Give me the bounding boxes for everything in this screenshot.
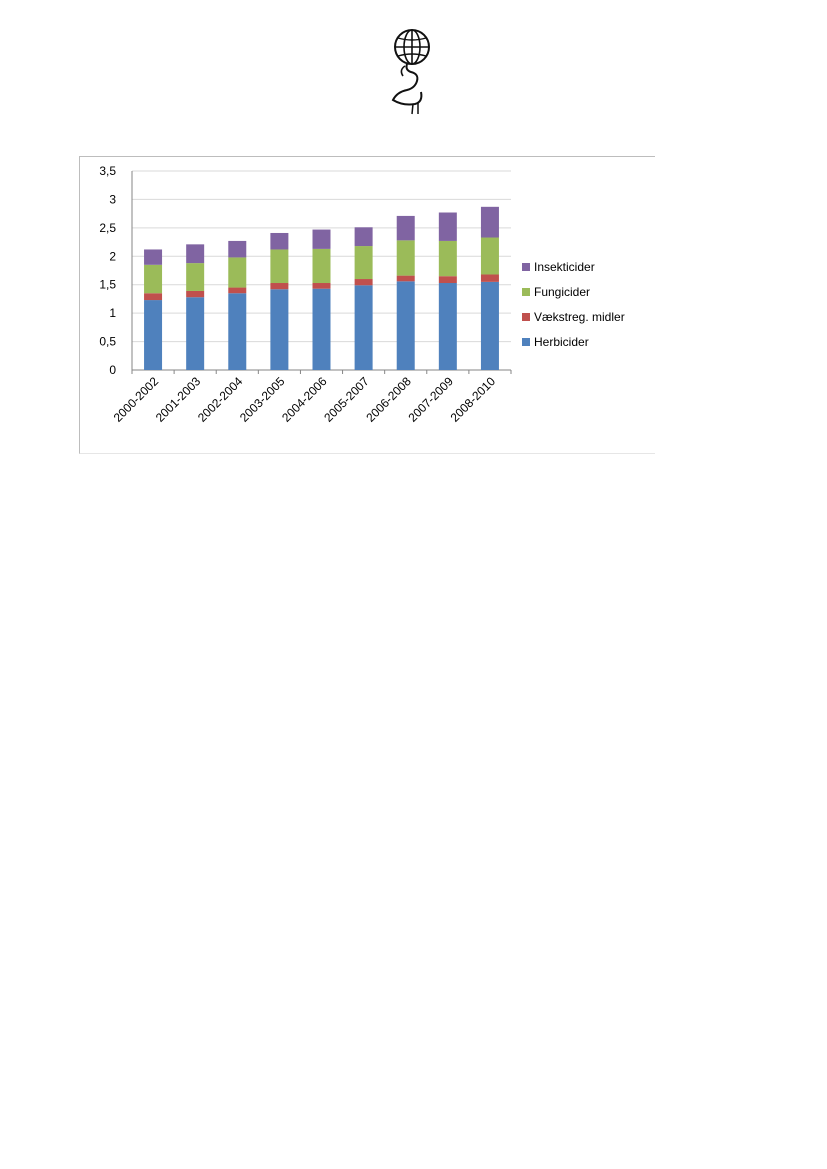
bar-segment-v-kstreg-midler xyxy=(144,293,163,301)
chart-legend: Insekticider Fungicider Vækstreg. midler He… xyxy=(522,260,625,349)
bar-segment-insekticider xyxy=(480,206,499,238)
bar-segment-herbicider xyxy=(312,288,331,370)
bar-segment-fungicider xyxy=(312,248,331,284)
bar-segment-v-kstreg-midler xyxy=(396,275,415,282)
y-tick-label: 1 xyxy=(109,306,116,320)
bar-segment-fungicider xyxy=(396,240,415,276)
bar-segment-insekticider xyxy=(438,212,457,241)
legend-swatch xyxy=(522,263,530,271)
bar-segment-herbicider xyxy=(480,281,499,370)
y-tick-label: 1,5 xyxy=(99,278,116,292)
bar-segment-herbicider xyxy=(354,285,373,370)
bar-segment-v-kstreg-midler xyxy=(354,279,373,286)
bar-segment-v-kstreg-midler xyxy=(438,276,457,284)
legend-swatch xyxy=(522,313,530,321)
legend-label: Vækstreg. midler xyxy=(534,310,625,324)
legend-swatch xyxy=(522,288,530,296)
bar-segment-insekticider xyxy=(312,229,331,249)
bar-segment-fungicider xyxy=(438,240,457,277)
y-axis: 0 0,5 1 1,5 2 2,5 3 3,5 xyxy=(99,164,133,377)
legend-label: Insekticider xyxy=(534,260,595,274)
bar-segment-herbicider xyxy=(438,283,457,370)
bar-segment-v-kstreg-midler xyxy=(312,283,331,289)
bar-segment-v-kstreg-midler xyxy=(228,287,247,294)
bar-segment-fungicider xyxy=(144,264,163,294)
y-tick-label: 0 xyxy=(109,363,116,377)
bar-segment-v-kstreg-midler xyxy=(480,274,499,282)
legend-label: Fungicider xyxy=(534,285,590,299)
globe-figure-logo-icon xyxy=(391,29,430,115)
y-tick-label: 3 xyxy=(109,192,116,206)
bar-segment-herbicider xyxy=(228,293,247,370)
bar-segment-insekticider xyxy=(396,215,415,241)
bar-segment-fungicider xyxy=(228,257,247,288)
bar-segment-insekticider xyxy=(354,227,373,247)
bar-segment-insekticider xyxy=(144,249,163,265)
x-tick-label: 2008-2010 xyxy=(448,374,499,425)
bar-segment-insekticider xyxy=(228,240,247,258)
chart-frame xyxy=(79,156,655,454)
bar-segment-fungicider xyxy=(186,263,205,291)
stacked-bar-chart: 0 0,5 1 1,5 2 2,5 3 3,5 2000-20022001-20032002-… xyxy=(99,164,625,425)
y-tick-label: 3,5 xyxy=(99,164,116,178)
bar-segment-fungicider xyxy=(480,237,499,275)
y-tick-label: 2,5 xyxy=(99,221,116,235)
bar-segment-herbicider xyxy=(270,289,289,370)
bar-segment-insekticider xyxy=(186,244,205,264)
bar-segment-v-kstreg-midler xyxy=(270,283,289,290)
bar-segment-fungicider xyxy=(354,246,373,280)
x-axis: 2000-20022001-20032002-20042003-20052004… xyxy=(111,370,512,425)
bar-segment-fungicider xyxy=(270,249,289,284)
bar-segment-herbicider xyxy=(144,300,163,370)
bar-segment-herbicider xyxy=(396,281,415,370)
chart-bars xyxy=(144,206,499,370)
bar-segment-insekticider xyxy=(270,232,289,250)
y-tick-label: 0,5 xyxy=(99,335,116,349)
y-tick-label: 2 xyxy=(109,249,116,263)
bar-segment-v-kstreg-midler xyxy=(186,290,205,298)
bar-segment-herbicider xyxy=(186,297,205,370)
legend-label: Herbicider xyxy=(534,335,589,349)
legend-swatch xyxy=(522,338,530,346)
